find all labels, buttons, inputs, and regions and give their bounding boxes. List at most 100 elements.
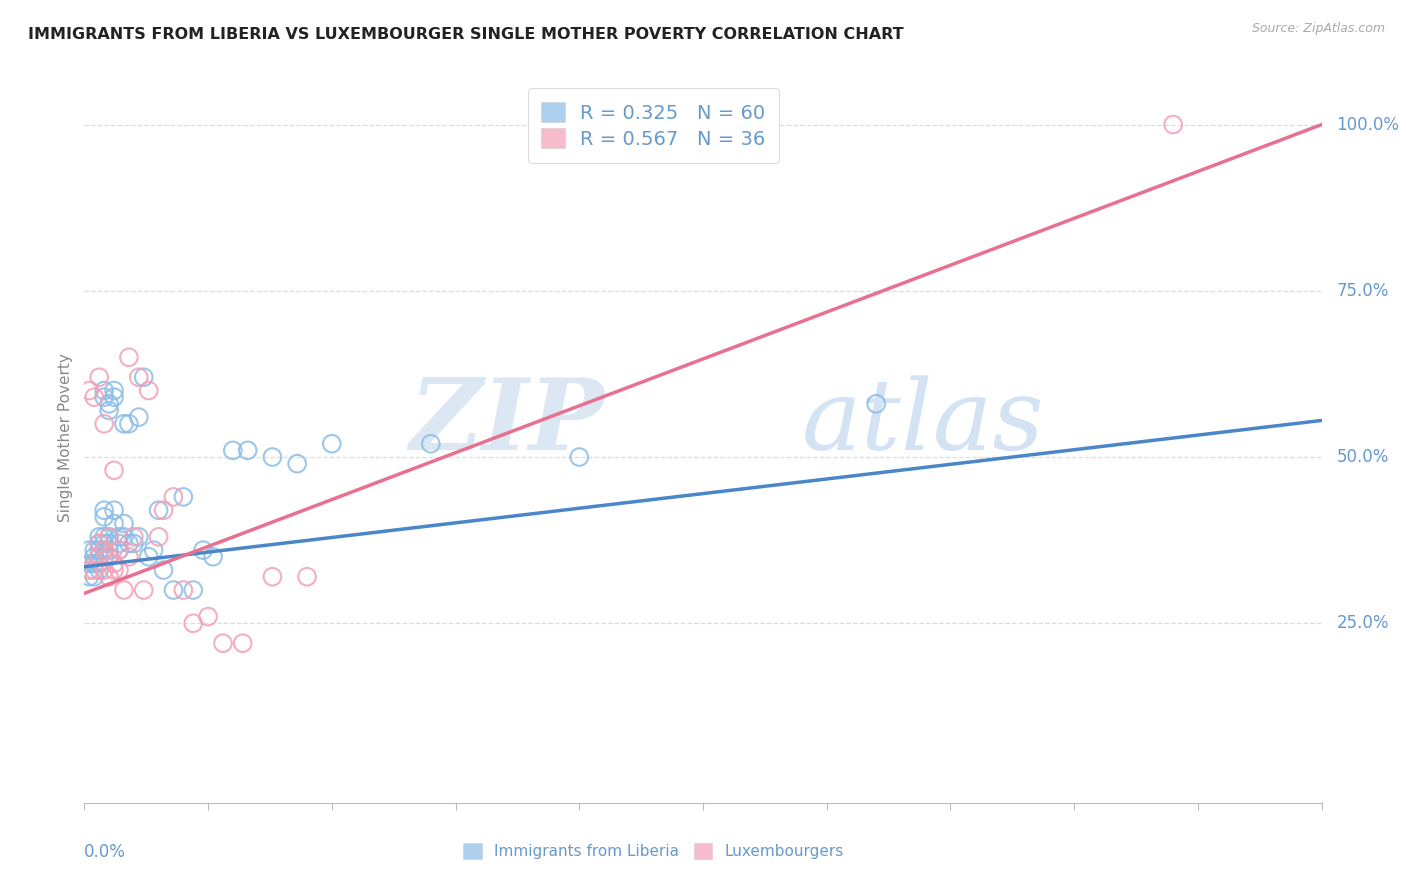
- Point: [108, 563, 131, 577]
- Text: 100.0%: 100.0%: [1337, 116, 1399, 134]
- Point: [202, 549, 225, 564]
- Point: [83, 549, 105, 564]
- Point: [568, 450, 591, 464]
- Point: [128, 410, 150, 425]
- Point: [98, 549, 121, 564]
- Point: [98, 570, 121, 584]
- Point: [83, 543, 105, 558]
- Point: [83, 563, 105, 577]
- Point: [89, 543, 111, 558]
- Point: [89, 370, 111, 384]
- Text: atlas: atlas: [801, 375, 1045, 470]
- Point: [89, 557, 111, 571]
- Point: [103, 563, 125, 577]
- Point: [108, 543, 131, 558]
- Point: [1161, 118, 1184, 132]
- Point: [181, 582, 204, 597]
- Point: [262, 450, 284, 464]
- Point: [108, 543, 131, 558]
- Point: [103, 463, 125, 477]
- Point: [103, 384, 125, 398]
- Point: [152, 563, 174, 577]
- Point: [865, 397, 887, 411]
- Point: [98, 543, 121, 558]
- Point: [142, 543, 165, 558]
- Text: 0.0%: 0.0%: [84, 843, 127, 861]
- Point: [89, 563, 111, 577]
- Point: [89, 549, 111, 564]
- Legend: Immigrants from Liberia, Luxembourgers: Immigrants from Liberia, Luxembourgers: [454, 834, 853, 868]
- Point: [83, 557, 105, 571]
- Point: [103, 516, 125, 531]
- Point: [79, 384, 101, 398]
- Point: [98, 530, 121, 544]
- Point: [419, 436, 441, 450]
- Point: [128, 370, 150, 384]
- Point: [262, 570, 284, 584]
- Point: [122, 536, 145, 550]
- Point: [162, 582, 184, 597]
- Point: [98, 536, 121, 550]
- Text: Source: ZipAtlas.com: Source: ZipAtlas.com: [1251, 22, 1385, 36]
- Text: IMMIGRANTS FROM LIBERIA VS LUXEMBOURGER SINGLE MOTHER POVERTY CORRELATION CHART: IMMIGRANTS FROM LIBERIA VS LUXEMBOURGER …: [28, 27, 904, 42]
- Point: [83, 390, 105, 404]
- Point: [98, 549, 121, 564]
- Point: [122, 530, 145, 544]
- Point: [212, 636, 235, 650]
- Point: [181, 616, 204, 631]
- Point: [172, 490, 194, 504]
- Point: [112, 417, 135, 431]
- Point: [162, 490, 184, 504]
- Point: [152, 503, 174, 517]
- Point: [321, 436, 343, 450]
- Point: [103, 390, 125, 404]
- Point: [148, 503, 170, 517]
- Point: [191, 543, 214, 558]
- Point: [128, 530, 150, 544]
- Point: [89, 536, 111, 550]
- Point: [93, 543, 115, 558]
- Text: 25.0%: 25.0%: [1337, 615, 1389, 632]
- Point: [83, 570, 105, 584]
- Point: [138, 384, 160, 398]
- Point: [93, 536, 115, 550]
- Point: [118, 351, 141, 365]
- Point: [112, 516, 135, 531]
- Point: [172, 582, 194, 597]
- Point: [93, 509, 115, 524]
- Point: [232, 636, 254, 650]
- Point: [118, 549, 141, 564]
- Point: [89, 530, 111, 544]
- Point: [93, 417, 115, 431]
- Point: [98, 403, 121, 417]
- Point: [118, 536, 141, 550]
- Y-axis label: Single Mother Poverty: Single Mother Poverty: [58, 352, 73, 522]
- Point: [79, 563, 101, 577]
- Point: [197, 609, 219, 624]
- Point: [132, 582, 155, 597]
- Point: [112, 582, 135, 597]
- Text: 50.0%: 50.0%: [1337, 448, 1389, 466]
- Point: [98, 397, 121, 411]
- Point: [89, 536, 111, 550]
- Point: [89, 549, 111, 564]
- Point: [93, 390, 115, 404]
- Point: [148, 530, 170, 544]
- Point: [112, 530, 135, 544]
- Point: [79, 570, 101, 584]
- Point: [236, 443, 259, 458]
- Point: [93, 530, 115, 544]
- Point: [103, 503, 125, 517]
- Point: [93, 384, 115, 398]
- Point: [93, 503, 115, 517]
- Point: [118, 417, 141, 431]
- Point: [98, 530, 121, 544]
- Point: [108, 536, 131, 550]
- Text: ZIP: ZIP: [409, 375, 605, 471]
- Point: [103, 557, 125, 571]
- Point: [93, 543, 115, 558]
- Text: 75.0%: 75.0%: [1337, 282, 1389, 300]
- Point: [79, 557, 101, 571]
- Point: [138, 549, 160, 564]
- Point: [108, 530, 131, 544]
